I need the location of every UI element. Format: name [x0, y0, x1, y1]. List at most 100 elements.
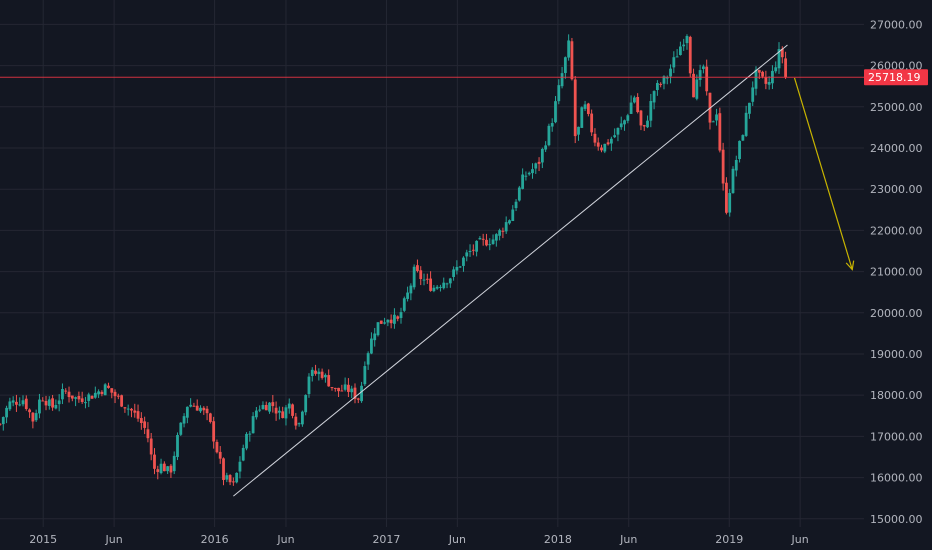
price-tick-label: 25000.00	[870, 101, 923, 114]
candle-body	[784, 58, 787, 78]
candle-body	[406, 292, 409, 299]
candle-body	[195, 405, 199, 411]
candle-body	[623, 120, 626, 125]
candle-body	[422, 279, 426, 281]
candle-body	[70, 395, 74, 399]
candle-body	[373, 333, 377, 341]
candle-series	[0, 34, 787, 486]
candle-body	[544, 145, 548, 150]
candle-body	[393, 314, 396, 324]
price-tick-label: 16000.00	[870, 472, 923, 485]
candle-body	[172, 455, 176, 472]
candle-body	[465, 252, 469, 257]
candle-body	[399, 312, 403, 318]
price-tick-label: 19000.00	[870, 348, 923, 361]
candle-body	[90, 395, 94, 399]
price-tick-label: 26000.00	[870, 60, 923, 73]
candle-body	[616, 127, 620, 135]
candle-body	[702, 66, 705, 69]
candle-body	[77, 395, 81, 400]
candle-body	[429, 278, 432, 291]
candle-body	[481, 238, 485, 240]
candle-body	[508, 220, 511, 224]
candle-body	[80, 398, 84, 402]
candle-body	[639, 110, 643, 126]
time-tick-label: Jun	[619, 533, 637, 546]
candle-body	[698, 70, 702, 80]
candle-body	[281, 411, 285, 418]
candle-body	[439, 286, 442, 288]
candle-body	[376, 322, 380, 336]
candle-body	[606, 142, 610, 145]
time-tick-label: 2015	[29, 533, 57, 546]
candle-body	[15, 401, 18, 405]
candle-body	[688, 36, 692, 74]
candle-body	[462, 257, 465, 266]
price-axis[interactable]: 15000.00 16000.00 17000.00 18000.00 19000.00…	[870, 18, 923, 525]
candle-body	[47, 399, 51, 406]
candle-body	[596, 142, 600, 147]
candle-body	[54, 404, 58, 409]
candle-body	[235, 472, 239, 483]
projection-arrow-head	[845, 260, 855, 271]
candle-body	[350, 388, 354, 393]
candle-body	[287, 403, 291, 409]
time-axis[interactable]: 2015 Jun 2016 Jun 2017 Jun 2018 Jun 2019 Jun	[29, 533, 809, 546]
candle-body	[738, 140, 741, 160]
last-price-line: 25718.19	[0, 69, 928, 86]
candle-body	[159, 463, 163, 474]
candle-body	[294, 416, 298, 426]
price-tick-label: 20000.00	[870, 307, 923, 320]
candle-body	[130, 408, 133, 411]
candle-body	[386, 319, 390, 323]
candle-body	[609, 138, 613, 144]
candle-body	[475, 240, 479, 252]
candle-body	[38, 399, 41, 414]
candle-body	[356, 398, 360, 400]
price-tick-label: 21000.00	[870, 266, 923, 279]
candle-body	[126, 408, 130, 410]
candle-body	[692, 73, 695, 98]
candle-body	[744, 112, 748, 136]
candle-body	[580, 107, 584, 128]
candle-body	[24, 398, 28, 410]
candle-body	[780, 48, 784, 58]
candle-body	[550, 123, 554, 127]
candle-body	[734, 160, 738, 171]
candle-body	[21, 400, 25, 405]
candle-body	[64, 390, 68, 392]
candle-body	[488, 244, 492, 246]
candle-body	[297, 423, 301, 425]
candle-body	[725, 182, 728, 213]
candle-body	[642, 125, 646, 127]
candle-body	[527, 172, 531, 175]
candle-body	[402, 298, 406, 311]
candle-body	[215, 441, 219, 453]
support-trendline[interactable]	[233, 44, 788, 497]
candle-body	[761, 71, 764, 77]
candle-body	[567, 40, 571, 58]
candle-body	[199, 407, 202, 412]
price-tick-label: 22000.00	[870, 224, 923, 237]
candle-body	[231, 481, 235, 483]
candle-body	[261, 404, 265, 410]
candle-body	[445, 283, 449, 285]
candle-body	[149, 438, 153, 455]
candle-body	[208, 413, 212, 422]
candle-body	[307, 376, 311, 394]
candle-body	[524, 175, 528, 177]
candle-body	[632, 97, 636, 103]
candle-body	[458, 266, 462, 268]
candle-body	[100, 391, 104, 395]
time-tick-label: Jun	[276, 533, 294, 546]
candle-body	[116, 395, 120, 397]
candle-body	[51, 398, 54, 408]
candle-body	[665, 77, 669, 79]
candle-body	[274, 407, 278, 414]
candle-body	[494, 234, 498, 241]
candle-body	[153, 454, 156, 469]
price-tick-label: 24000.00	[870, 142, 923, 155]
candle-body	[728, 192, 732, 213]
projection-arrow-shaft[interactable]	[793, 77, 853, 270]
